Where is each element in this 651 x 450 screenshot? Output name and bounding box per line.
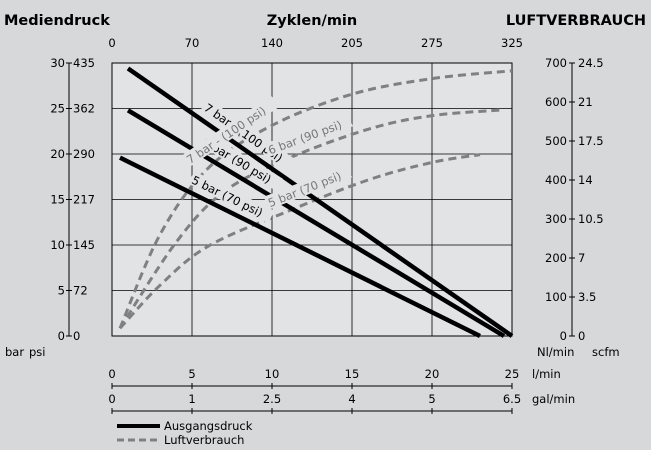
top-tick-label: 205	[341, 36, 363, 50]
left-unit-psi: psi	[29, 345, 46, 359]
bottom-tick-label: 6.5	[503, 392, 521, 406]
left-tick-label-psi: 435	[73, 56, 95, 70]
bottom-axes: 0 5 10 15 20 25 l/min 0 1 2.5 4 5 6.5 gal/min	[108, 367, 575, 414]
curve-label-solid-bg	[188, 171, 275, 224]
left-tick-label-psi: 362	[73, 102, 95, 116]
bottom-tick-label: 20	[425, 367, 440, 381]
bottom-tick-label: 10	[265, 367, 280, 381]
legend-label-luftverbrauch: Luftverbrauch	[164, 433, 244, 447]
right-tick-label-scfm: 10.5	[578, 212, 604, 226]
curve-label-solid-bg	[198, 132, 283, 191]
bottom-axis-unit: l/min	[532, 367, 561, 381]
left-tick-label-psi: 217	[73, 193, 95, 207]
right-tick-label-scfm: 0	[578, 329, 585, 343]
top-tick-label: 140	[261, 36, 283, 50]
right-tick-label-scfm: 24.5	[578, 56, 604, 70]
right-tick-label-nl: 0	[560, 329, 567, 343]
bottom-axis-unit: gal/min	[532, 392, 575, 406]
bottom-tick-label: 4	[348, 392, 355, 406]
bottom-tick-label: 15	[345, 367, 360, 381]
plot-frame	[111, 62, 513, 337]
left-tick-label-psi: 0	[73, 329, 80, 343]
right-tick-label-nl: 200	[545, 251, 567, 265]
curve-label-dashed-bg	[264, 113, 353, 158]
left-tick-label-bar: 10	[50, 238, 65, 252]
left-tick-label-psi: 72	[73, 284, 88, 298]
top-tick-label: 275	[421, 36, 443, 50]
right-tick-label-nl: 500	[545, 134, 567, 148]
bottom-tick-label: 0	[108, 392, 115, 406]
right-axis-title: LUFTVERBRAUCH	[506, 13, 646, 29]
right-tick-label-nl: 700	[545, 56, 567, 70]
series-ausgangsdruck-1	[126, 108, 506, 338]
right-axis: 0 0 100 3.5 200 7 300 10.5 400 14 500 17.5 600 21 700 2…	[545, 56, 604, 343]
right-tick-label-nl: 400	[545, 173, 567, 187]
left-tick-label-psi: 145	[73, 238, 95, 252]
bottom-tick-label: 5	[428, 392, 435, 406]
right-unit-nl: Nl/min	[537, 345, 574, 359]
series-luftverbrauch-0	[118, 69, 513, 329]
bottom-tick-label: 2.5	[263, 392, 281, 406]
right-tick-label-scfm: 14	[578, 173, 593, 187]
series-luftverbrauch-1	[118, 108, 505, 330]
right-tick-label-nl: 100	[545, 290, 567, 304]
top-tick-label: 70	[185, 36, 200, 50]
bottom-tick-label: 0	[108, 367, 115, 381]
right-tick-label-scfm: 3.5	[578, 290, 596, 304]
right-tick-label-nl: 300	[545, 212, 567, 226]
bottom-tick-label: 25	[505, 367, 520, 381]
left-axis: 0 0 5 72 10 145 15 217 20 290 25 362 30 435	[50, 56, 95, 343]
right-tick-label-nl: 600	[545, 95, 567, 109]
top-axis-title: Zyklen/min	[267, 13, 357, 29]
curve-label-dashed-bg	[263, 164, 353, 210]
left-tick-label-bar: 15	[50, 193, 65, 207]
bottom-tick-label: 1	[188, 392, 195, 406]
left-tick-label-bar: 20	[50, 147, 65, 161]
bottom-tick-label: 5	[188, 367, 195, 381]
legend: Ausgangsdruck Luftverbrauch	[117, 419, 253, 447]
left-tick-label-bar: 0	[58, 329, 65, 343]
series-ausgangsdruck-0	[126, 66, 514, 338]
right-tick-label-scfm: 17.5	[578, 134, 604, 148]
left-tick-label-bar: 30	[50, 56, 65, 70]
right-unit-scfm: scfm	[592, 345, 620, 359]
left-tick-label-psi: 290	[73, 147, 95, 161]
left-unit-bar: bar	[5, 345, 24, 359]
legend-label-ausgangsdruck: Ausgangsdruck	[164, 419, 253, 433]
left-tick-label-bar: 25	[50, 102, 65, 116]
series-luftverbrauch-2	[118, 153, 481, 330]
series-layer	[118, 66, 514, 339]
top-axis: 0 70 140 205 275 325	[108, 36, 523, 50]
left-axis-title: Mediendruck	[4, 13, 110, 29]
series-ausgangsdruck-2	[119, 155, 481, 339]
right-tick-label-scfm: 21	[578, 95, 593, 109]
top-tick-label: 325	[501, 36, 523, 50]
left-tick-label-bar: 5	[58, 284, 65, 298]
right-tick-label-scfm: 7	[578, 251, 585, 265]
curve-label-dashed-bg	[181, 95, 279, 168]
top-tick-label: 0	[108, 36, 115, 50]
